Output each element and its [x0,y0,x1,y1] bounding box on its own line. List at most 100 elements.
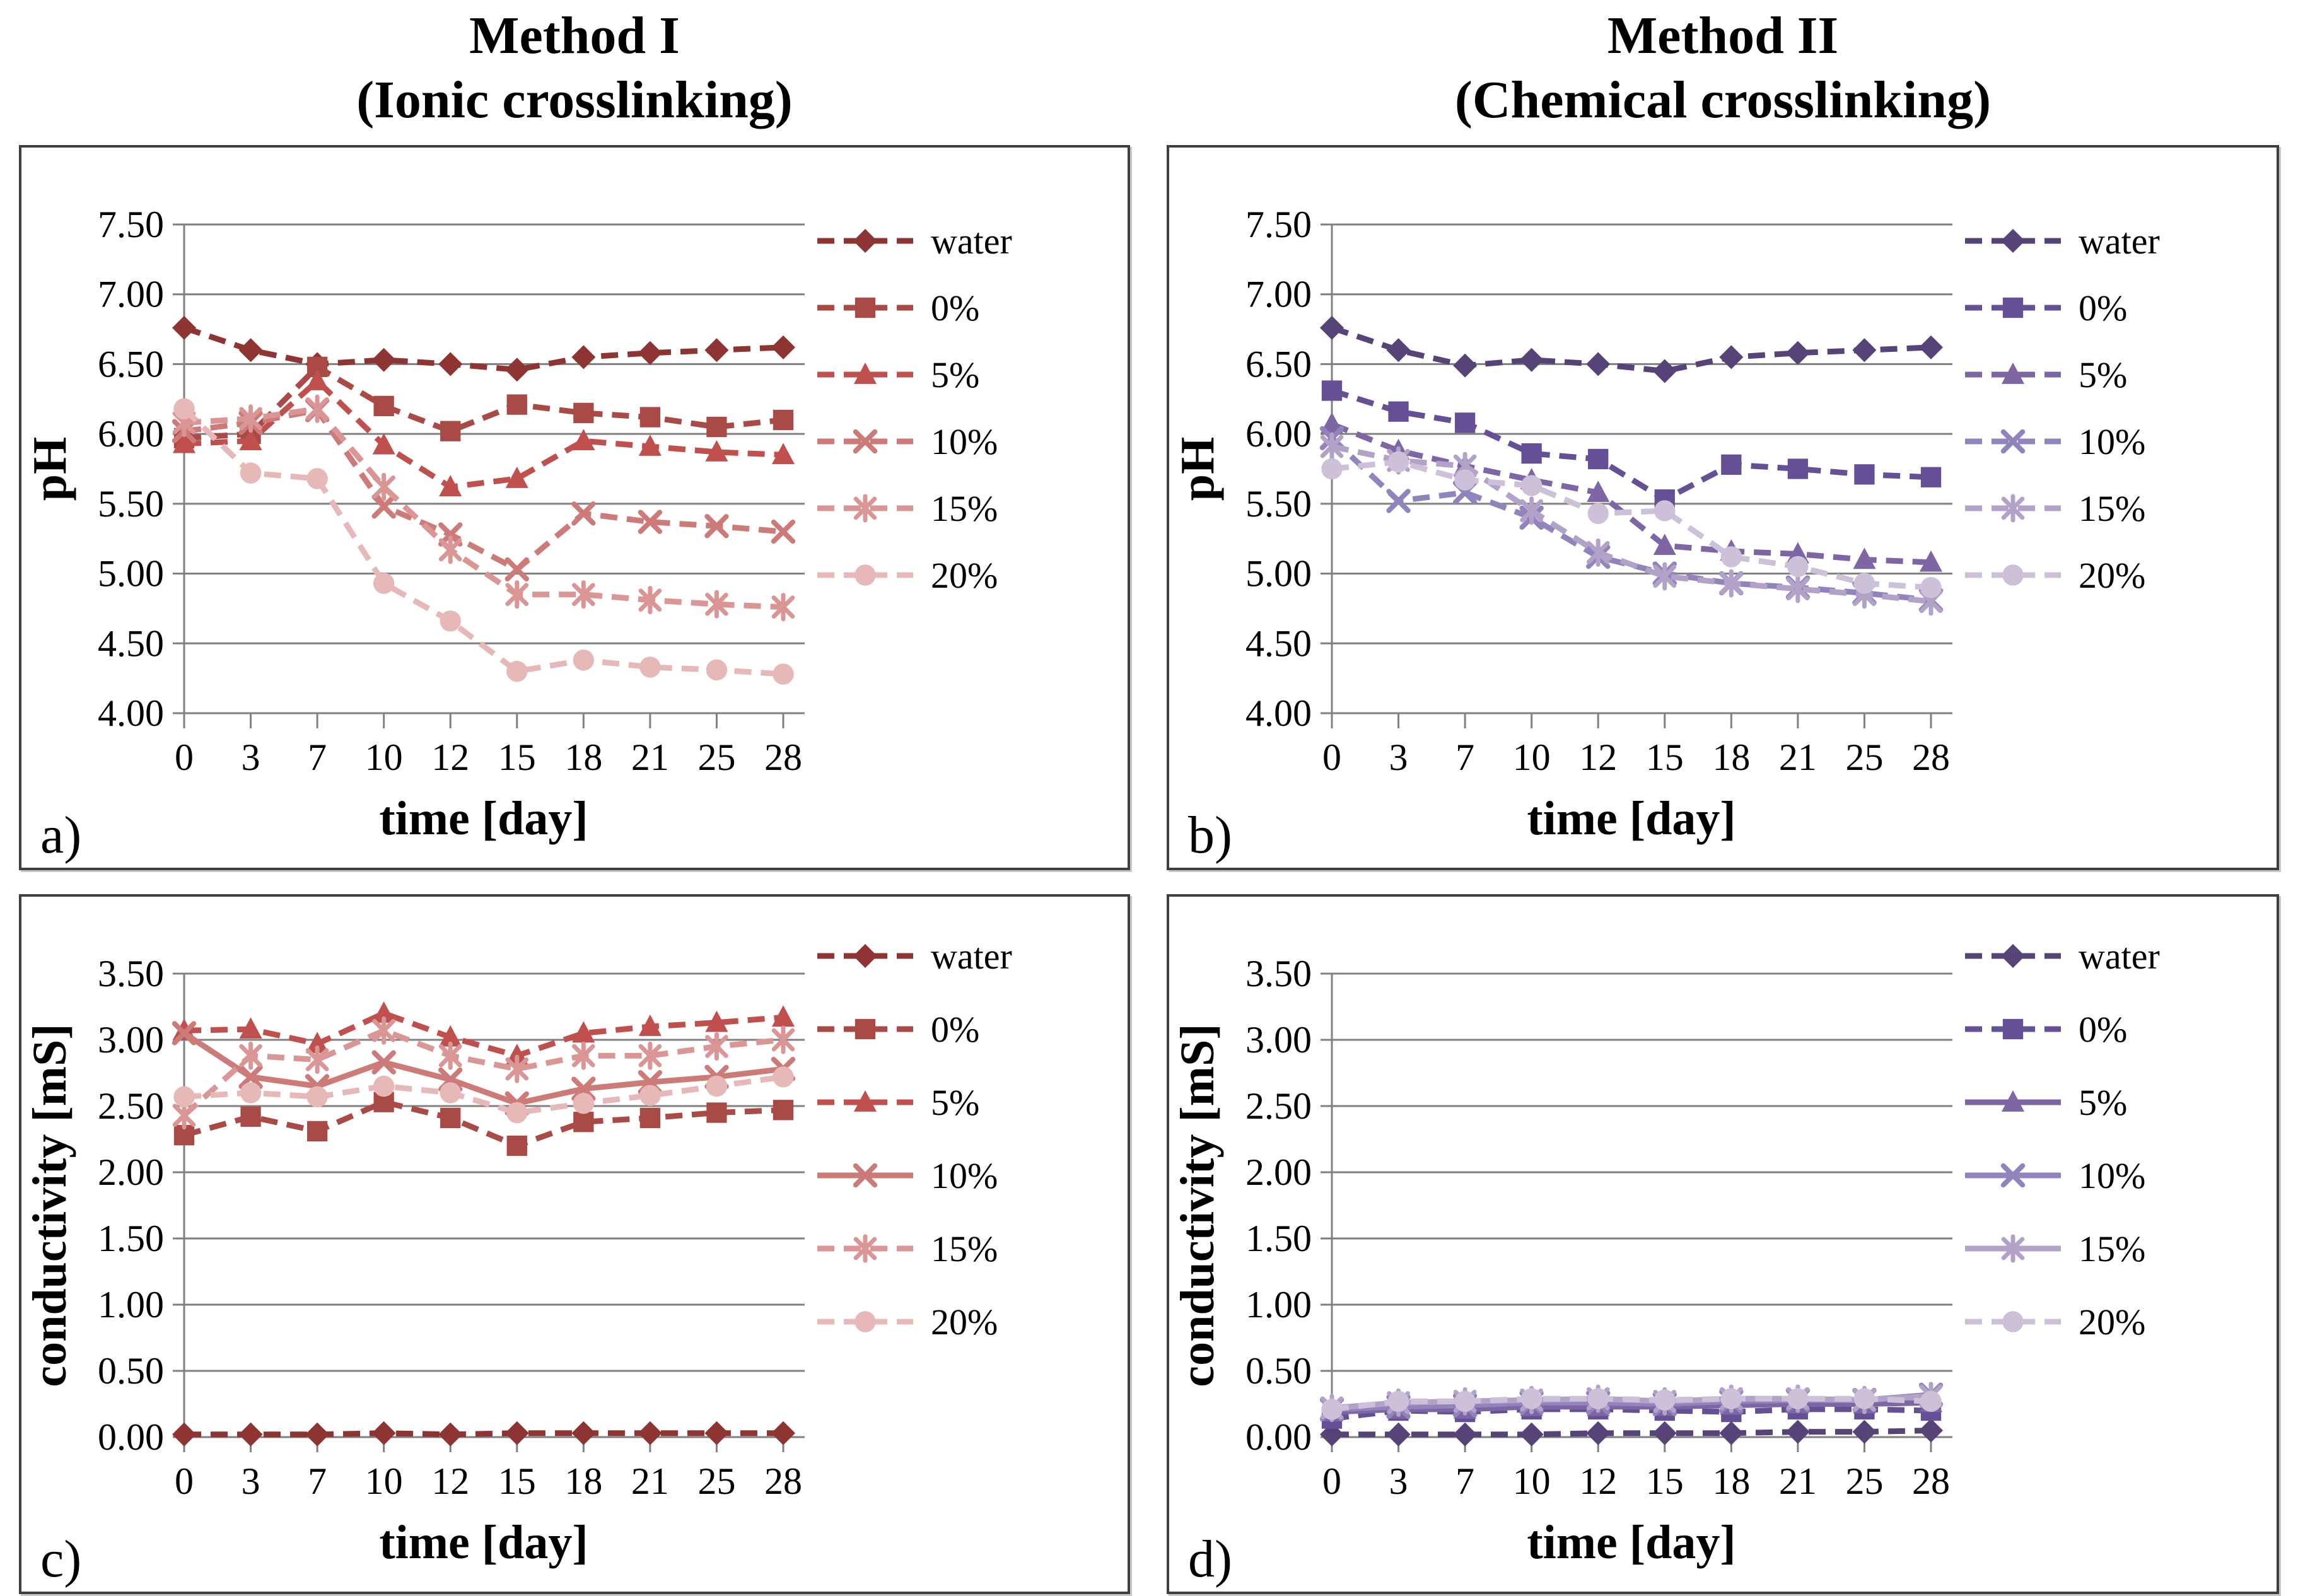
series-marker-diamond [704,338,729,363]
series-marker-diamond [438,352,463,376]
series-marker-star [705,590,728,619]
series-marker-diamond [1386,1422,1411,1447]
x-tick-label: 12 [431,737,469,778]
series-marker-star [505,1054,529,1083]
series-marker-x [771,519,796,544]
series-marker-x [505,557,529,582]
series-marker-circle [240,462,262,484]
x-tick-label: 28 [764,1460,802,1502]
series-marker-star [305,394,329,423]
y-tick-label: 4.00 [1245,692,1312,734]
legend-label-0%: 0% [931,1009,979,1050]
series-marker-diamond [371,1421,396,1445]
series-marker-star [572,580,595,609]
series-marker-diamond [505,1421,529,1445]
legend-label-15%: 15% [2079,1228,2145,1269]
legend-label-water: water [931,936,1012,977]
series-line-15% [1331,443,1932,605]
chart-svg-b: 4.00 4.50 5.00 5.50 6.00 6.50 7.00 7.50 0 3 7 10 12 1… [1171,204,2160,865]
y-tick-label: 1.00 [98,1284,164,1325]
x-tick-label: 10 [1513,1460,1551,1502]
series-marker-circle [373,573,395,594]
series-marker-star [1320,432,1344,461]
series-marker-circle [1587,1388,1609,1409]
y-tick-label: 4.00 [98,692,164,734]
series-marker-circle [1920,576,1942,598]
series-marker-circle [306,468,328,489]
series-marker-circle [1387,451,1409,473]
series-marker-x [853,429,878,454]
series-marker-diamond [505,358,529,382]
y-tick-label: 6.50 [1245,343,1312,385]
series-marker-circle [2002,1311,2024,1332]
y-tick-label: 4.50 [98,622,164,664]
series-marker-diamond [1652,359,1677,383]
series-marker-square [1588,448,1609,470]
x-tick-label: 28 [764,737,802,778]
y-tick-label: 0.00 [1245,1416,1312,1458]
chart-panel-a: 4.00 4.50 5.00 5.50 6.00 6.50 7.00 7.50 0 3 7 10 12 1… [19,145,1130,870]
series-marker-diamond [1320,315,1344,340]
series-marker-star [771,593,795,622]
axis-title-y: conductivity [mS] [23,1023,76,1387]
x-tick-label: 21 [1779,1460,1817,1502]
x-tick-label: 7 [308,1460,327,1502]
x-tick-label: 18 [564,1460,602,1502]
legend-label-10%: 10% [2079,421,2145,462]
series-marker-triangle [705,1010,728,1032]
column-title-method-1: Method I (Ionic crosslinking) [19,4,1130,133]
series-line-0% [1331,388,1932,503]
y-tick-label: 2.50 [1245,1085,1312,1127]
series-marker-square [573,1112,594,1133]
series-marker-circle [1853,573,1875,594]
y-tick-label: 4.50 [1245,622,1312,664]
y-tick-label: 3.50 [1245,953,1312,994]
y-tick-label: 2.00 [98,1151,164,1193]
series-marker-triangle [439,1025,462,1047]
series-line-15% [184,405,784,610]
x-tick-label: 12 [431,1460,469,1502]
series-marker-triangle [439,475,462,497]
series-marker-diamond [2001,944,2025,968]
series-marker-diamond [1652,1421,1677,1445]
axis-title-x: time [day] [379,792,588,845]
series-marker-star [705,1032,728,1061]
legend-label-5%: 5% [931,354,979,395]
series-marker-diamond [853,944,877,968]
series-line-20% [182,407,784,677]
series-marker-star [305,1046,329,1074]
series-marker-square [1721,454,1742,475]
series-marker-diamond [172,1422,196,1447]
series-marker-diamond [1386,338,1411,363]
series-marker-triangle [372,433,395,455]
series-marker-circle [1454,469,1476,491]
series-marker-x [571,501,596,526]
series-marker-square [639,407,661,428]
series-marker-star [771,1025,795,1054]
series-marker-diamond [1785,341,1810,365]
y-tick-label: 2.50 [98,1085,164,1127]
series-marker-diamond [438,1422,463,1447]
series-marker-triangle [1653,533,1676,556]
axis-title-y: pH [1171,437,1224,501]
series-marker-triangle [1919,550,1943,572]
series-marker-circle [706,659,728,681]
y-tick-label: 1.50 [1245,1218,1312,1259]
series-marker-star [853,1234,877,1263]
series-marker-circle [240,1082,262,1104]
series-marker-diamond [1453,353,1478,378]
series-marker-square [1920,467,1942,487]
panel-letter-a: a) [40,806,81,865]
x-tick-label: 10 [365,1460,403,1502]
series-marker-triangle [239,1017,262,1039]
x-tick-label: 21 [631,1460,669,1502]
series-marker-square [240,1106,261,1127]
series-marker-circle [854,564,876,586]
series-line-water [1331,325,1932,375]
series-line-5% [1331,1399,1932,1415]
series-marker-star [572,1041,595,1070]
panel-letter-d: d) [1188,1530,1232,1588]
series-marker-diamond [238,338,263,363]
x-tick-label: 15 [498,1460,536,1502]
series-marker-circle [1720,546,1742,568]
